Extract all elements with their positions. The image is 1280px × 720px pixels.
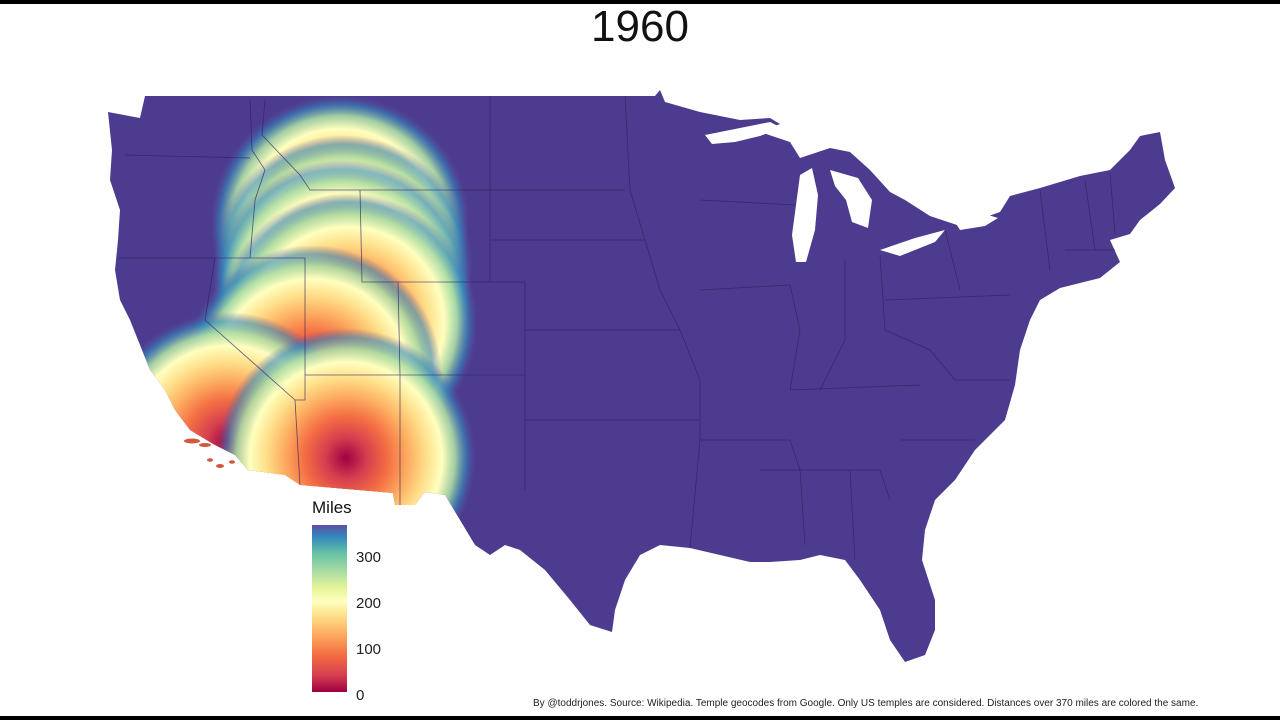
legend-tick-label: 200 (356, 595, 382, 612)
legend-tick-mark (347, 650, 353, 651)
legend-tick-mark (347, 604, 353, 605)
top-border (0, 0, 1280, 4)
channel-islands (184, 438, 235, 468)
legend-colorbar (312, 525, 347, 692)
legend-title: Miles (312, 498, 352, 517)
lake-superior (705, 122, 782, 144)
lake-huron (830, 170, 872, 228)
source-caption: By @toddrjones. Source: Wikipedia. Templ… (533, 698, 1199, 709)
lake-michigan (792, 168, 818, 262)
legend-tick-mark (347, 558, 353, 559)
bottom-border (0, 716, 1280, 720)
legend-tick-label: 0 (356, 687, 365, 704)
lake-erie (880, 230, 945, 256)
legend-tick-label: 300 (356, 549, 382, 566)
state-borders (118, 95, 1116, 561)
legend-tick-label: 100 (356, 641, 382, 658)
lake-ontario (955, 214, 998, 230)
map-title: 1960 (591, 2, 689, 51)
